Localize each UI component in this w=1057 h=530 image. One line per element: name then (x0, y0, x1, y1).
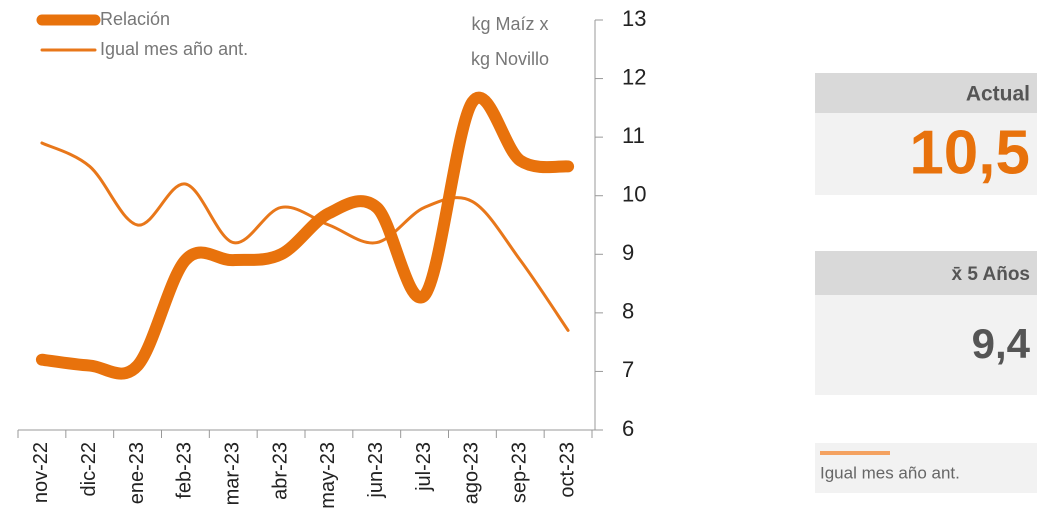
y-tick-label: 13 (622, 6, 646, 31)
x-tick-label: nov-22 (30, 442, 52, 503)
y-tick-label: 8 (622, 299, 634, 324)
legend-label: Igual mes año ant. (100, 39, 248, 59)
x-tick-label: jul-23 (413, 442, 435, 492)
panel-header (815, 251, 1037, 295)
y-tick-label: 6 (622, 416, 634, 441)
series-line (35, 92, 575, 380)
panel-title: Actual (966, 83, 1030, 106)
y-tick-label: 10 (622, 182, 646, 207)
panel-value: 10,5 (909, 118, 1030, 187)
legend-label: Igual mes año ant. (820, 463, 960, 482)
series-line (40, 141, 570, 332)
x-tick-label: ago-23 (461, 442, 483, 504)
legend-label: Relación (100, 9, 170, 29)
x-tick-label: jun-23 (365, 442, 387, 499)
annotation: kg Novillo (471, 49, 549, 69)
panel-body (815, 113, 1037, 195)
panel-title: x̄ 5 Años (952, 264, 1031, 285)
panel-header (815, 73, 1037, 113)
panel-body (815, 295, 1037, 395)
x-tick-label: feb-23 (174, 442, 196, 499)
y-tick-label: 7 (622, 357, 634, 382)
panel-value: 9,4 (972, 320, 1031, 367)
y-tick-label: 11 (622, 123, 645, 148)
y-tick-label: 12 (622, 64, 646, 89)
y-tick-label: 9 (622, 240, 634, 265)
x-tick-label: abr-23 (269, 442, 291, 500)
x-tick-label: may-23 (317, 442, 339, 509)
x-tick-label: dic-22 (78, 442, 100, 496)
x-tick-label: sep-23 (509, 442, 531, 503)
x-tick-label: mar-23 (222, 442, 244, 505)
annotation: kg Maíz x (471, 14, 548, 34)
x-tick-label: oct-23 (556, 442, 578, 498)
x-tick-label: ene-23 (126, 442, 148, 504)
